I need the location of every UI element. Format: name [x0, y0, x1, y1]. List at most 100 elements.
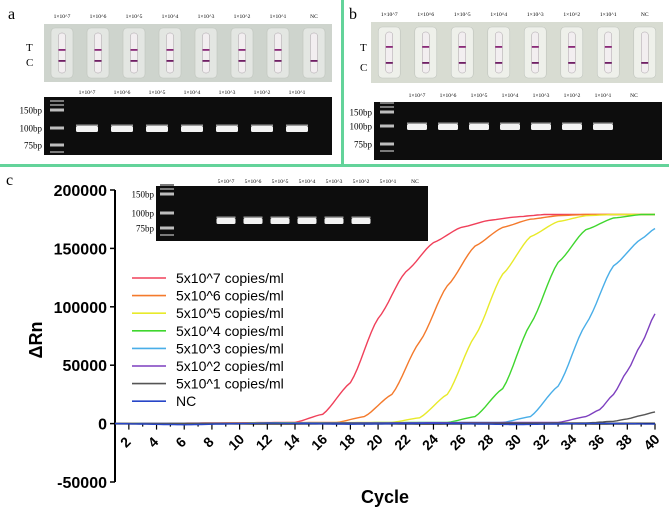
gel-band	[469, 124, 489, 130]
gel-marker-label: 75bp	[136, 224, 155, 234]
gel-band-halo	[251, 124, 273, 126]
panel-c-gel-lane-labels: 5×10^7 5×10^6 5×10^5 5×10^4 5×10^3 5×10^2 5×10…	[218, 179, 419, 185]
panel-b-gel-lane-labels: 1×10^7 1×10^6 1×10^5 1×10^4 1×10^3 1×10^2 1×10…	[409, 93, 638, 99]
gel-lane-label: 5×10^7	[218, 179, 235, 185]
x-tick-label: 32	[530, 431, 552, 453]
gel-lane-label: 1×10^5	[149, 90, 166, 96]
control-line	[385, 62, 393, 64]
gel-band	[146, 126, 168, 132]
strip-label: 1×10^7	[381, 12, 398, 18]
gel-marker-label: 100bp	[350, 122, 373, 132]
gel-lane-label: 1×10^3	[219, 90, 236, 96]
gel-lane-label: 5×10^4	[299, 179, 316, 185]
x-tick-label: 22	[391, 431, 413, 453]
strip-label: 1×10^1	[270, 14, 287, 20]
control-line	[166, 60, 174, 62]
control-line	[310, 60, 318, 62]
gel-band	[76, 126, 98, 132]
gel-band	[270, 218, 290, 224]
series-line-7	[115, 422, 656, 426]
gel-marker-label: 75bp	[24, 141, 43, 151]
panel-a-test-strips	[50, 27, 326, 79]
strip-label: NC	[310, 14, 318, 20]
x-tick-label: 38	[613, 431, 635, 453]
gel-lane-label: 5×10^5	[272, 179, 289, 185]
gel-band-halo	[111, 124, 133, 126]
control-line	[422, 62, 430, 64]
gel-band-halo	[407, 122, 427, 124]
test-line	[94, 49, 102, 51]
x-axis-label: Cycle	[361, 487, 409, 507]
strip-label: 1×10^6	[90, 14, 107, 20]
control-line	[238, 60, 246, 62]
ladder-band	[50, 143, 64, 147]
strip-label: 1×10^2	[234, 14, 251, 20]
strip-label: 1×10^2	[563, 12, 580, 18]
strip-label: 1×10^3	[198, 14, 215, 20]
divider-horizontal	[0, 164, 669, 167]
gel-band-halo	[286, 124, 308, 126]
gel-marker-label: 150bp	[20, 106, 43, 116]
ladder-band	[50, 151, 64, 153]
legend-label: 5x10^1 copies/ml	[176, 376, 284, 392]
gel-marker-label: 100bp	[20, 124, 43, 134]
control-line	[495, 62, 503, 64]
x-tick-label: 14	[280, 431, 302, 453]
panel-a-strip-labels: 1×10^7 1×10^6 1×10^5 1×10^4 1×10^3 1×10^2 1×10…	[54, 14, 318, 20]
gel-band-halo	[181, 124, 203, 126]
gel-band	[297, 218, 317, 224]
x-tick-label: 18	[336, 431, 358, 453]
ladder-band	[160, 226, 174, 230]
strip-window	[568, 31, 576, 74]
gel-band	[111, 126, 133, 132]
legend-label: 5x10^2 copies/ml	[176, 358, 284, 374]
gel-lane-label: 1×10^7	[79, 90, 96, 96]
ladder-band	[380, 102, 394, 104]
x-tick-label: 34	[557, 431, 579, 453]
strip-window	[58, 32, 66, 74]
gel-band-halo	[469, 122, 489, 124]
strip-window	[94, 32, 102, 74]
gel-band	[251, 126, 273, 132]
strip-label: 1×10^4	[162, 14, 179, 20]
legend-label: 5x10^5 copies/ml	[176, 305, 284, 321]
strip-window	[458, 31, 466, 74]
panel-a-gel-lane-labels: 1×10^7 1×10^6 1×10^5 1×10^4 1×10^3 1×10^2 1×10…	[79, 90, 306, 96]
gel-lane-label: 1×10^4	[184, 90, 201, 96]
panel-b-strip-labels: 1×10^7 1×10^6 1×10^5 1×10^4 1×10^3 1×10^2 1×10…	[381, 12, 649, 18]
strip-label: 1×10^1	[600, 12, 617, 18]
gel-band	[351, 218, 371, 224]
y-axis-label: ΔRn	[26, 322, 46, 359]
ladder-band	[50, 108, 64, 112]
gel-lane-label: 1×10^2	[564, 93, 581, 99]
y-tick-label: 200000	[54, 183, 107, 200]
gel-lane-label: 5×10^6	[245, 179, 262, 185]
test-line	[130, 49, 138, 51]
x-tick-label: 30	[502, 431, 524, 453]
legend-label: NC	[176, 393, 196, 409]
strip-label: 1×10^3	[527, 12, 544, 18]
test-line	[531, 46, 539, 48]
gel-lane-label: 5×10^1	[380, 179, 397, 185]
strip-window	[531, 31, 539, 74]
gel-lane-label: 1×10^5	[471, 93, 488, 99]
strip-window	[604, 31, 612, 74]
strip-label: 1×10^5	[454, 12, 471, 18]
x-tick-label: 24	[419, 431, 441, 453]
test-line	[604, 46, 612, 48]
gel-band	[438, 124, 458, 130]
gel-lane-label: 1×10^2	[254, 90, 271, 96]
legend-label: 5x10^4 copies/ml	[176, 323, 284, 339]
control-line	[202, 60, 210, 62]
gel-band	[216, 126, 238, 132]
gel-band-halo	[324, 216, 344, 218]
gel-lane-label: NC	[411, 179, 419, 185]
y-tick-label: 0	[98, 417, 107, 434]
ladder-band	[380, 142, 394, 146]
test-line	[166, 49, 174, 51]
test-line	[568, 46, 576, 48]
control-line	[130, 60, 138, 62]
gel-band-halo	[216, 216, 236, 218]
strip-window	[310, 32, 318, 74]
